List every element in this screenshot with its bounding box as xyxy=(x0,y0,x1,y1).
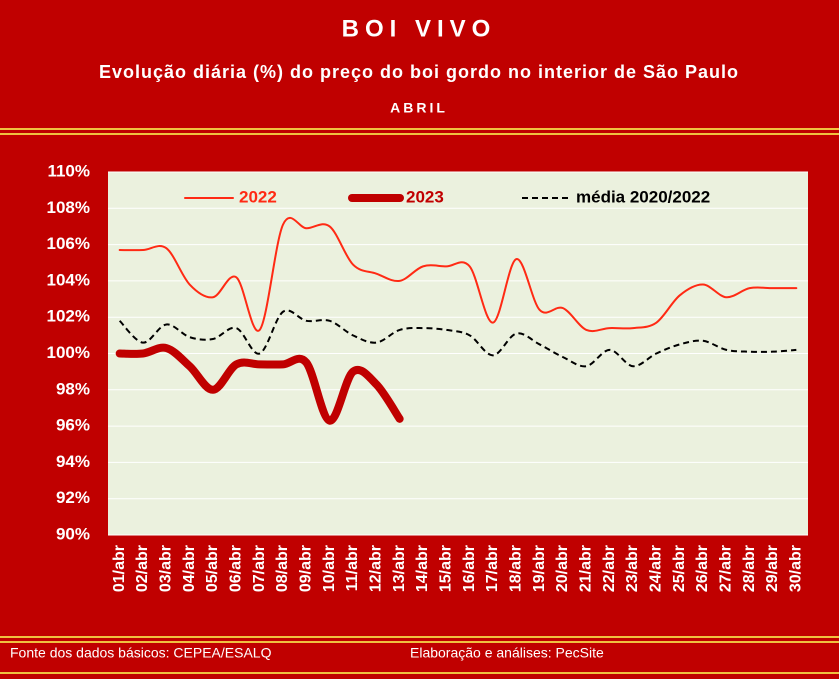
y-tick-label: 106% xyxy=(47,234,90,253)
x-tick-label: 27/abr xyxy=(718,545,735,592)
x-tick-label: 30/abr xyxy=(788,545,805,592)
separator xyxy=(0,672,839,674)
y-tick-label: 110% xyxy=(47,161,90,180)
series-line xyxy=(118,309,797,368)
x-tick-label: 12/abr xyxy=(368,545,385,592)
x-tick-label: 07/abr xyxy=(251,545,268,592)
y-tick-label: 102% xyxy=(47,307,90,326)
x-tick-label: 02/abr xyxy=(134,545,151,592)
series-line xyxy=(118,217,798,333)
x-tick-label: 03/abr xyxy=(158,545,175,592)
x-tick-label: 21/abr xyxy=(578,545,595,592)
x-tick-label: 17/abr xyxy=(484,545,501,592)
y-tick-label: 100% xyxy=(47,343,90,362)
x-tick-label: 04/abr xyxy=(181,545,198,592)
x-tick-label: 22/abr xyxy=(601,545,618,592)
x-tick-label: 13/abr xyxy=(391,545,408,592)
x-tick-label: 08/abr xyxy=(274,545,291,592)
x-tick-label: 24/abr xyxy=(648,545,665,592)
x-tick-label: 16/abr xyxy=(461,545,478,592)
x-tick-label: 11/abr xyxy=(344,545,361,591)
x-tick-label: 01/abr xyxy=(111,545,128,592)
separator xyxy=(0,641,839,643)
y-tick-label: 104% xyxy=(47,270,90,289)
x-tick-label: 06/abr xyxy=(228,545,245,592)
y-tick-label: 96% xyxy=(56,416,90,435)
x-tick-label: 20/abr xyxy=(554,545,571,592)
x-tick-label: 05/abr xyxy=(204,545,221,592)
x-tick-label: 14/abr xyxy=(414,545,431,592)
separator xyxy=(0,636,839,638)
x-tick-label: 18/abr xyxy=(508,545,525,592)
chart-title: BOI VIVO xyxy=(342,15,497,42)
legend-label: média 2020/2022 xyxy=(576,187,710,206)
legend-label: 2023 xyxy=(406,187,444,206)
x-tick-label: 28/abr xyxy=(741,545,758,592)
source: Fonte dos dados básicos: CEPEA/ESALQ xyxy=(10,645,272,661)
y-tick-label: 94% xyxy=(56,452,90,471)
y-tick-label: 98% xyxy=(56,379,90,398)
x-tick-label: 19/abr xyxy=(531,545,548,592)
y-tick-label: 92% xyxy=(56,488,90,507)
y-tick-label: 90% xyxy=(56,524,90,543)
period: ABRIL xyxy=(390,100,448,116)
x-tick-label: 09/abr xyxy=(298,545,315,592)
chart-subtitle: Evolução diária (%) do preço do boi gord… xyxy=(99,62,739,82)
x-tick-label: 25/abr xyxy=(671,545,688,592)
credit: Elaboração e análises: PecSite xyxy=(410,645,604,661)
separator xyxy=(0,133,839,135)
x-tick-label: 23/abr xyxy=(624,545,641,592)
series-line xyxy=(115,343,404,425)
legend-label: 2022 xyxy=(239,187,277,206)
separator xyxy=(0,128,839,130)
x-tick-label: 29/abr xyxy=(764,545,781,592)
x-tick-label: 10/abr xyxy=(321,545,338,592)
x-tick-label: 15/abr xyxy=(438,545,455,592)
y-tick-label: 108% xyxy=(47,198,90,217)
x-tick-label: 26/abr xyxy=(694,545,711,592)
